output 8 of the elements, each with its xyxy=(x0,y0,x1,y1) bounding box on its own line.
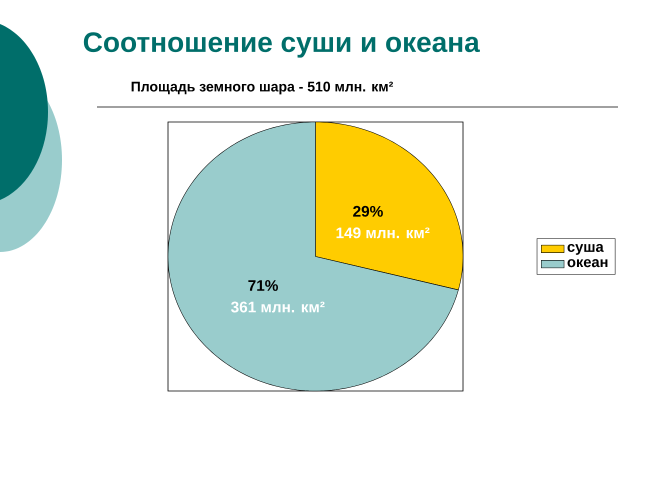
text: 361 млн. км² xyxy=(231,302,325,312)
data-label: 71% xyxy=(248,280,278,291)
text: 149 млн. км² xyxy=(336,227,430,238)
legend-label: суша xyxy=(568,244,604,255)
legend-label: океан xyxy=(568,259,608,268)
chart-title: Соотношение суши и океана xyxy=(84,32,480,58)
chart-subtitle: Площадь земного шара - 510 млн. км² xyxy=(132,82,394,94)
data-label: 29% xyxy=(353,206,383,217)
